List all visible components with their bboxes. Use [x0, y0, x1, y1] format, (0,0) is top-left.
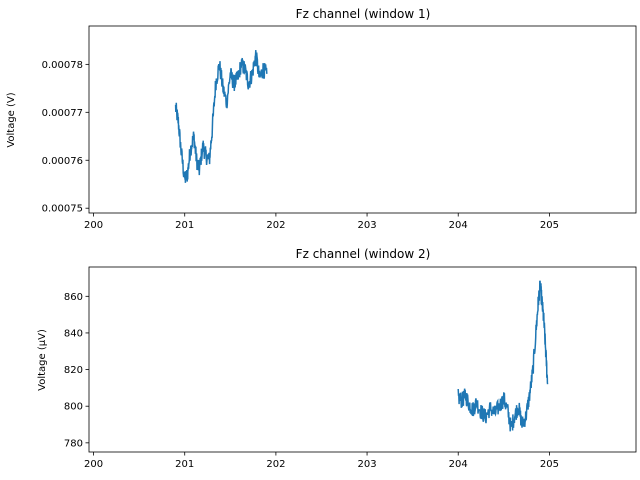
y-tick-label: 840: [64, 328, 83, 339]
x-tick-label: 200: [84, 220, 103, 231]
y-tick-label: 0.00075: [42, 204, 83, 215]
x-tick-label: 203: [358, 459, 377, 470]
axis-ticks: 200 201 202 203 204 205 780 800 820 840 860: [64, 292, 559, 470]
x-tick-label: 204: [449, 220, 468, 231]
y-tick-label: 800: [64, 402, 83, 413]
axis-ticks: 200 201 202 203 204 205 0.00075 0.00076 0.00077 0…: [42, 60, 559, 231]
y-axis-label: Voltage (V): [6, 92, 17, 147]
plot-frame: [88, 266, 637, 453]
chart-panel-window-1: Fz channel (window 1) Voltage (V) 200 201…: [6, 7, 637, 231]
y-tick-label: 780: [64, 438, 83, 449]
series-line: [174, 50, 268, 183]
y-tick-label: 0.00076: [42, 156, 83, 167]
y-tick-label: 820: [64, 365, 83, 376]
x-tick-label: 200: [84, 459, 103, 470]
y-tick-label: 0.00078: [42, 60, 83, 71]
x-tick-label: 205: [540, 220, 559, 231]
y-axis-label: Voltage (µV): [37, 329, 48, 391]
plot-frame: [88, 25, 637, 214]
chart-title: Fz channel (window 2): [296, 247, 431, 261]
x-tick-label: 202: [266, 459, 285, 470]
y-tick-label: 860: [64, 292, 83, 303]
y-tick-label: 0.00077: [42, 108, 83, 119]
chart-panel-window-2: Fz channel (window 2) Voltage (µV) 200 20…: [37, 247, 637, 470]
x-tick-label: 203: [358, 220, 377, 231]
x-tick-label: 202: [266, 220, 285, 231]
x-tick-label: 201: [175, 220, 194, 231]
chart-title: Fz channel (window 1): [296, 7, 431, 21]
series-line: [457, 280, 549, 432]
x-tick-label: 201: [175, 459, 194, 470]
x-tick-label: 204: [449, 459, 468, 470]
x-tick-label: 205: [540, 459, 559, 470]
